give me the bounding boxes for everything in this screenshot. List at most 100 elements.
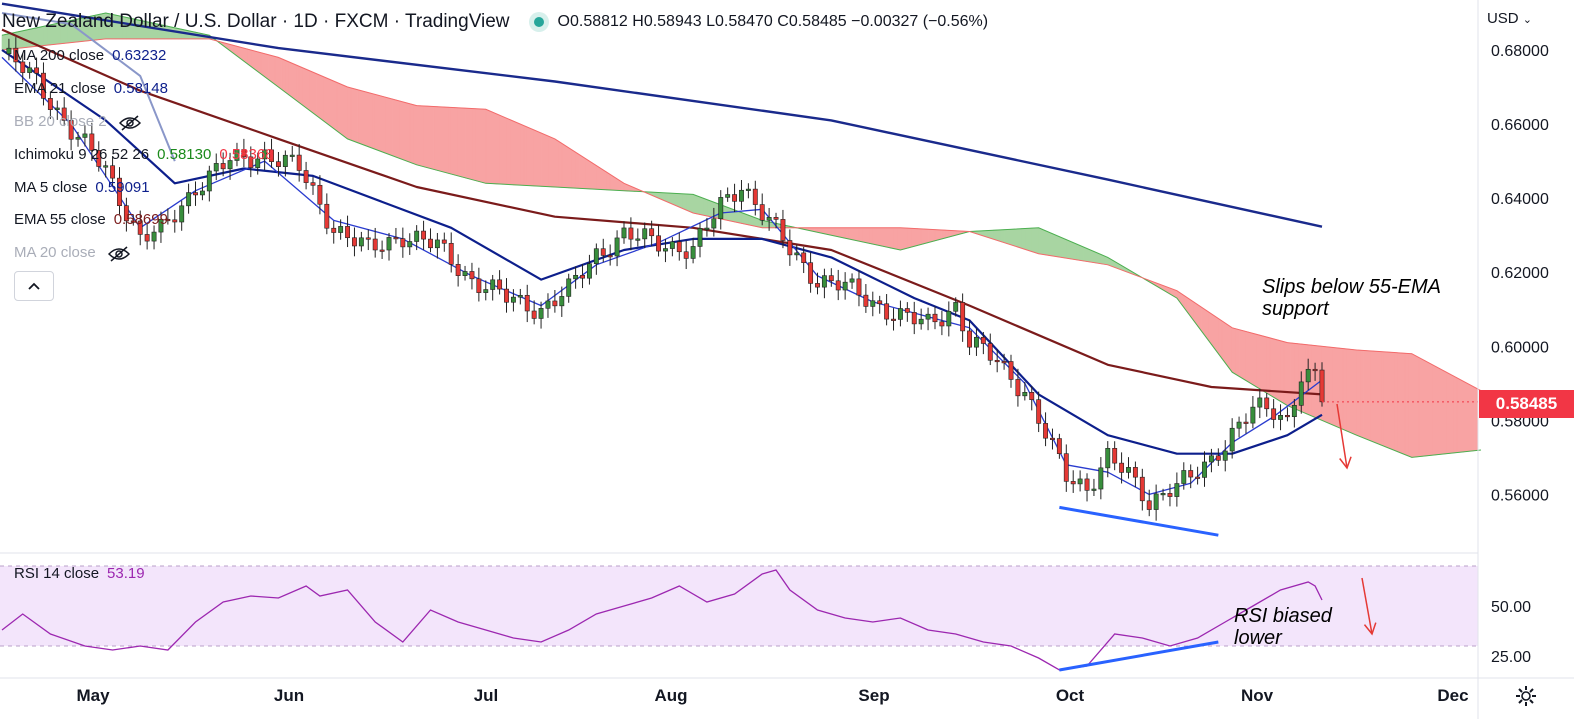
cloud-segment xyxy=(468,108,473,181)
cloud-segment xyxy=(592,162,597,190)
cloud-segment xyxy=(1072,242,1077,261)
collapse-legend-button[interactable] xyxy=(14,271,54,301)
candle-body xyxy=(110,165,116,179)
candle-body xyxy=(103,165,109,168)
legend-ma5[interactable]: MA 5 close 0.59091 xyxy=(14,179,150,196)
candle-body xyxy=(331,227,337,233)
rsi-down-arrow-head xyxy=(1363,622,1377,636)
candle-body xyxy=(54,107,60,110)
cloud-segment xyxy=(364,91,369,148)
cloud-segment xyxy=(253,50,259,73)
cloud-segment xyxy=(354,88,359,144)
cloud-segment xyxy=(558,140,563,188)
cloud-segment xyxy=(703,197,708,217)
cloud-segment xyxy=(834,227,839,238)
candle-body xyxy=(262,149,268,160)
candle-body xyxy=(89,133,95,151)
annotation-arrows xyxy=(1059,403,1377,672)
legend-ichimoku[interactable]: Ichimoku 9 26 52 26 0.58130 0.58368 xyxy=(14,146,274,163)
rsi-line xyxy=(1,569,1323,671)
price-tick-label: 0.66000 xyxy=(1491,117,1549,134)
cloud-segment xyxy=(1083,246,1088,262)
candle-body xyxy=(241,149,247,158)
cloud-segment xyxy=(461,107,466,179)
candle-body xyxy=(179,205,185,223)
cloud-segment xyxy=(506,117,511,185)
cloud-segment xyxy=(1259,334,1264,392)
cloud-segment xyxy=(564,145,570,189)
legend-ma200[interactable]: MA 200 close 0.63232 xyxy=(14,47,166,64)
cloud-segment xyxy=(848,227,853,241)
cloud-segment xyxy=(378,94,383,153)
cloud-segment xyxy=(699,196,704,216)
cloud-segment xyxy=(264,53,269,80)
gear-icon[interactable] xyxy=(1514,684,1538,708)
candle-body xyxy=(586,263,592,279)
legend-ema21[interactable]: EMA 21 close 0.58148 xyxy=(14,80,168,97)
candle-body xyxy=(137,220,143,235)
candle-body xyxy=(524,294,530,312)
cloud-segment xyxy=(872,227,877,246)
candle-body xyxy=(1208,455,1214,463)
legend-bb[interactable]: BB 20 close 2 xyxy=(14,113,141,131)
cloud-segment xyxy=(1311,344,1316,418)
cloud-segment xyxy=(374,94,379,151)
candle-body xyxy=(1181,470,1187,484)
cloud-segment xyxy=(271,55,276,86)
candle-body xyxy=(517,294,523,298)
cloud-segment xyxy=(326,77,331,127)
cloud-segment xyxy=(1017,228,1022,249)
chevron-down-icon: ⌄ xyxy=(1522,14,1532,26)
legend-rsi[interactable]: RSI 14 close 53.19 xyxy=(14,565,145,582)
candle-body xyxy=(1243,421,1249,424)
legend-value-2: 0.58368 xyxy=(219,146,274,163)
candle-body xyxy=(1043,423,1049,439)
cloud-segment xyxy=(381,95,386,154)
cloud-segment xyxy=(1280,340,1285,405)
candle-body xyxy=(863,294,869,307)
symbol-title[interactable]: New Zealand Dollar / U.S. Dollar · 1D · … xyxy=(2,11,510,32)
cloud-segment xyxy=(336,82,341,135)
market-status-dot xyxy=(533,17,544,27)
cloud-segment xyxy=(285,59,290,96)
cloud-segment xyxy=(530,128,535,187)
candle-body xyxy=(974,336,979,348)
cloud-segment xyxy=(1370,350,1375,443)
cloud-segment xyxy=(1449,373,1454,454)
candle-body xyxy=(462,271,468,276)
cloud-segment xyxy=(392,98,397,158)
cloud-segment xyxy=(606,171,611,191)
cloud-segment xyxy=(927,228,932,243)
candle-body xyxy=(732,194,738,202)
candle-body xyxy=(801,252,807,263)
legend-ma20[interactable]: MA 20 close xyxy=(14,244,130,262)
currency-selector[interactable]: USD ⌄ xyxy=(1487,10,1532,27)
candle-body xyxy=(980,336,986,344)
legend-value: 0.58699 xyxy=(113,211,168,228)
candle-body xyxy=(1001,361,1007,364)
legend-ema55[interactable]: EMA 55 close 0.58699 xyxy=(14,211,168,228)
candle-body xyxy=(1070,481,1076,485)
cloud-segment xyxy=(450,107,455,176)
cloud-segment xyxy=(437,106,442,172)
candle-body xyxy=(745,188,751,191)
candle-body xyxy=(1167,493,1173,497)
candle-body xyxy=(967,330,972,348)
cloud-segment xyxy=(689,193,694,214)
cloud-segment xyxy=(385,96,390,155)
candle-body xyxy=(1119,462,1125,473)
candle-body xyxy=(759,204,765,221)
cloud-segment xyxy=(582,156,587,190)
cloud-segment xyxy=(675,193,680,208)
candle-body xyxy=(455,264,461,276)
line-ema-55-close xyxy=(1,28,1323,396)
eye-hidden-icon[interactable] xyxy=(118,114,141,131)
eye-hidden-icon[interactable] xyxy=(107,245,130,262)
cloud-segment xyxy=(444,106,449,174)
cloud-segment xyxy=(1342,348,1347,432)
candle-body xyxy=(407,241,413,248)
cloud-segment xyxy=(1034,227,1039,255)
candle-body xyxy=(987,343,993,361)
candle-body xyxy=(275,161,281,167)
